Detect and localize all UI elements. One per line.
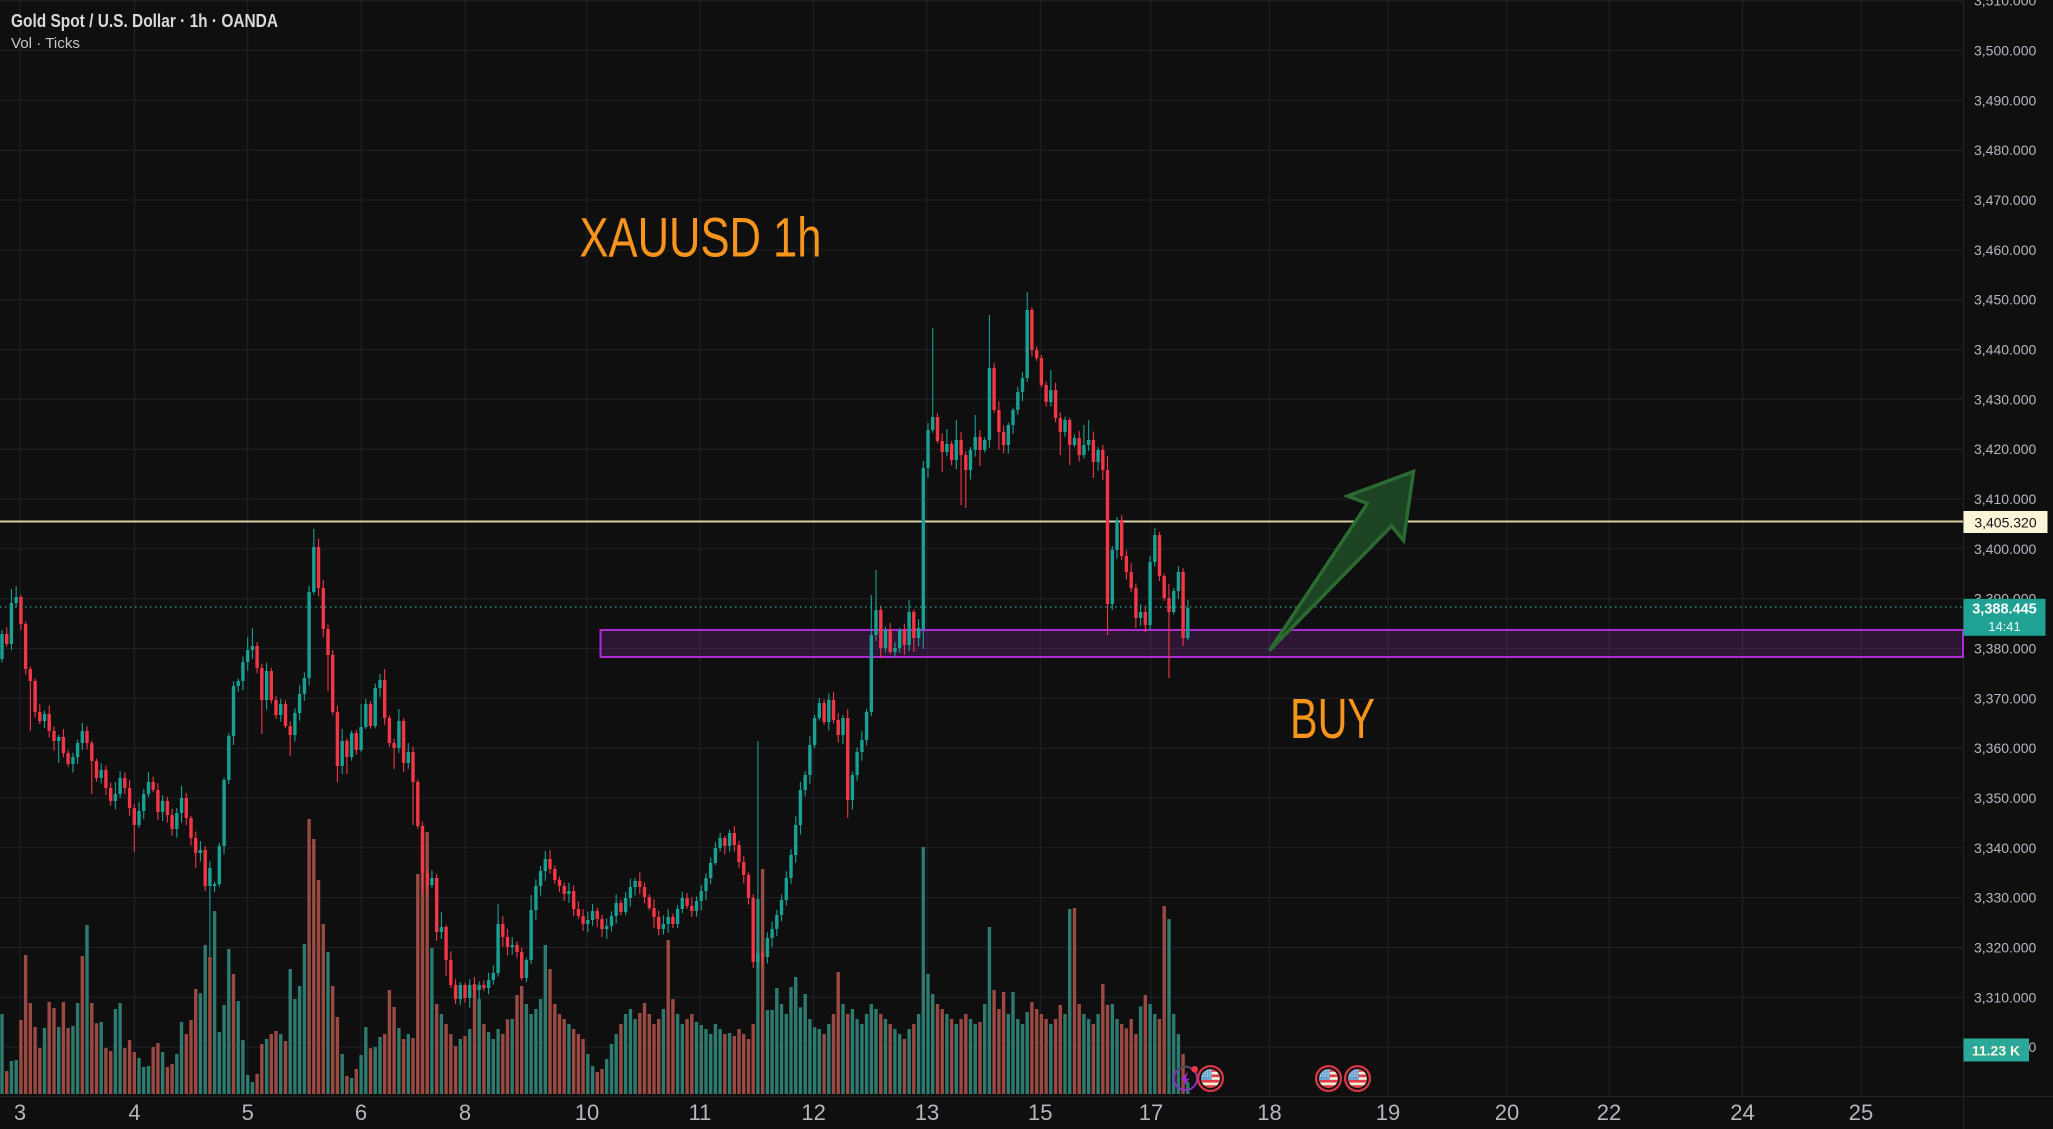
svg-text:12: 12 [801,1100,825,1125]
svg-text:22: 22 [1597,1100,1621,1125]
svg-text:15: 15 [1028,1100,1052,1125]
svg-text:3: 3 [14,1100,26,1125]
svg-text:3,360.000: 3,360.000 [1974,740,2036,756]
svg-text:3,330.000: 3,330.000 [1974,890,2036,906]
svg-text:3,410.000: 3,410.000 [1974,491,2036,507]
svg-text:17: 17 [1139,1100,1163,1125]
svg-text:6: 6 [355,1100,367,1125]
svg-text:3,380.000: 3,380.000 [1974,641,2036,657]
svg-text:Vol · Ticks: Vol · Ticks [11,35,80,52]
svg-text:3,405.320: 3,405.320 [1974,515,2036,531]
svg-text:19: 19 [1376,1100,1400,1125]
svg-text:5: 5 [242,1100,254,1125]
svg-text:11: 11 [689,1100,712,1125]
svg-text:3,490.000: 3,490.000 [1974,92,2036,108]
svg-text:3,340.000: 3,340.000 [1974,840,2036,856]
svg-text:3,510.000: 3,510.000 [1974,0,2036,9]
svg-text:24: 24 [1730,1100,1754,1125]
svg-text:11.23 K: 11.23 K [1972,1043,2020,1059]
svg-text:XAUUSD 1h: XAUUSD 1h [580,206,822,269]
svg-text:3,500.000: 3,500.000 [1974,43,2036,59]
svg-text:8: 8 [459,1100,471,1125]
svg-text:13: 13 [915,1100,939,1125]
svg-text:3,460.000: 3,460.000 [1974,242,2036,258]
svg-text:3,450.000: 3,450.000 [1974,292,2036,308]
svg-text:3,310.000: 3,310.000 [1974,989,2036,1005]
svg-text:20: 20 [1495,1100,1519,1125]
svg-text:3,440.000: 3,440.000 [1974,342,2036,358]
svg-text:Gold Spot / U.S. Dollar · 1h ·: Gold Spot / U.S. Dollar · 1h · OANDA [11,11,278,31]
svg-text:3,350.000: 3,350.000 [1974,790,2036,806]
svg-text:14:41: 14:41 [1988,619,2021,634]
svg-text:4: 4 [128,1100,140,1125]
svg-text:3,400.000: 3,400.000 [1974,541,2036,557]
svg-text:18: 18 [1257,1100,1281,1125]
svg-text:25: 25 [1849,1100,1873,1125]
svg-text:3,430.000: 3,430.000 [1974,391,2036,407]
svg-text:3,388.445: 3,388.445 [1972,602,2037,618]
svg-text:3,320.000: 3,320.000 [1974,940,2036,956]
svg-text:10: 10 [575,1100,599,1125]
svg-text:3,470.000: 3,470.000 [1974,192,2036,208]
svg-text:3,370.000: 3,370.000 [1974,690,2036,706]
svg-text:3,480.000: 3,480.000 [1974,142,2036,158]
svg-text:3,420.000: 3,420.000 [1974,441,2036,457]
svg-text:BUY: BUY [1290,687,1375,751]
